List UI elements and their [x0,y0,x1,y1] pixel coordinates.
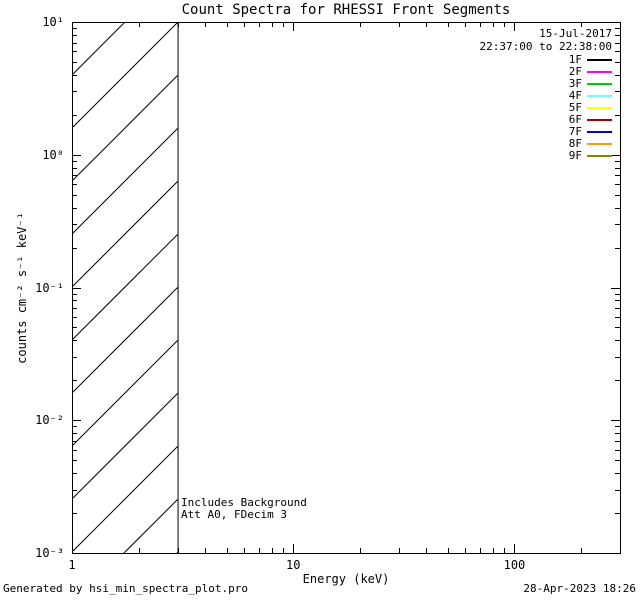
hatch-line [123,499,178,553]
y-tick-label: 10⁻¹ [35,280,64,295]
hatched-region [72,22,178,553]
legend-entry-7F: 7F [569,126,612,138]
hatch-line [72,340,178,447]
legend-swatch-2F [587,71,612,73]
hatch-line [72,128,178,235]
legend-entry-6F: 6F [569,114,612,126]
y-tick-label: 10⁻² [35,413,64,428]
y-tick-label: 10⁰ [42,147,64,162]
legend-entry-1F: 1F [569,54,612,66]
x-axis-label: Energy (keV) [302,572,390,586]
hatch-line [72,22,73,23]
footer-generated-by: Generated by hsi_min_spectra_plot.pro [3,582,249,595]
legend-swatch-5F [587,107,612,109]
legend-date: 15-Jul-2017 [539,27,612,40]
x-tick-label: 100 [503,558,526,572]
legend-label-1F: 1F [568,53,582,66]
legend-entry-8F: 8F [569,138,612,150]
hatch-line [72,181,178,288]
chart-title: Count Spectra for RHESSI Front Segments [181,2,511,18]
annotation-includes-background: Includes Background [181,496,307,509]
legend-label-4F: 4F [568,89,582,102]
hatch-line [72,75,178,182]
legend-entry-5F: 5F [569,102,612,114]
footer-timestamp: 28-Apr-2023 18:26 [523,582,636,595]
legend-swatch-9F [587,155,612,157]
legend-entry-2F: 2F [569,66,612,78]
legend-swatch-1F [587,59,612,61]
hatch-line [72,22,178,129]
legend-swatch-8F [587,143,612,145]
y-tick-label: 10⁻³ [35,546,64,560]
legend-label-3F: 3F [568,77,582,90]
legend-label-9F: 9F [568,149,582,162]
legend-time-range: 22:37:00 to 22:38:00 [479,40,612,53]
legend-label-5F: 5F [568,101,582,114]
hatch-line [72,393,178,500]
legend-entry-4F: 4F [569,90,612,102]
legend-swatch-4F [587,95,612,97]
x-tick-label: 10 [285,558,301,572]
legend-swatch-6F [587,119,612,121]
hatch-line [72,234,178,341]
legend-swatch-3F [587,83,612,85]
legend-label-8F: 8F [568,137,582,150]
legend: 15-Jul-2017 22:37:00 to 22:38:00 1F 2F 3F 4… [480,28,612,162]
legend-entries: 1F 2F 3F 4F 5F 6F 7F 8F 9F [569,54,612,162]
hatch-line [72,287,178,394]
x-tick-label: 1 [68,558,76,572]
legend-entry-9F: 9F [569,150,612,162]
y-tick-label: 10¹ [42,15,64,29]
legend-label-2F: 2F [568,65,582,78]
hatch-line [72,446,178,553]
legend-swatch-7F [587,131,612,133]
legend-label-7F: 7F [568,125,582,138]
hatch-line [72,22,126,76]
annotation-attenuator-state: Att A0, FDecim 3 [181,508,287,521]
legend-entry-3F: 3F [569,78,612,90]
legend-label-6F: 6F [568,113,582,126]
